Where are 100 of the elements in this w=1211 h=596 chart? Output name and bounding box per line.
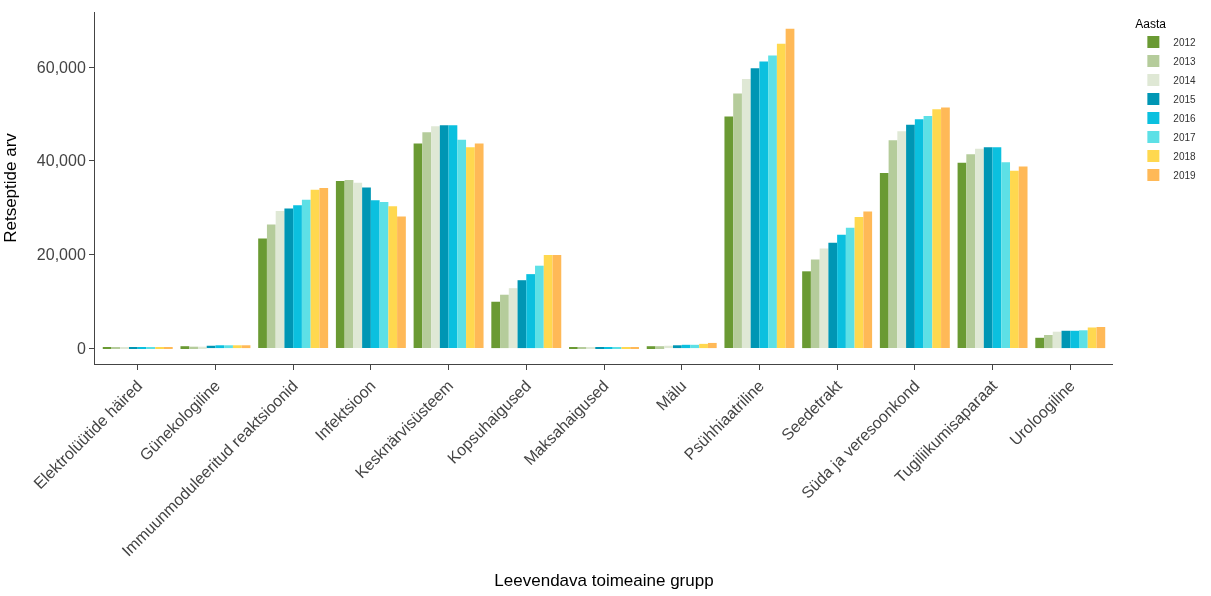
bar (837, 234, 846, 349)
bar (879, 173, 889, 349)
y-tick-label: 40,000 (36, 152, 86, 170)
bar (266, 224, 276, 349)
bar (888, 140, 898, 349)
y-tick-label: 20,000 (36, 246, 86, 264)
bar (275, 210, 285, 349)
bar (1018, 166, 1028, 349)
bar (845, 227, 855, 349)
bar (785, 28, 795, 349)
legend-label: 2018 (1173, 151, 1197, 162)
bar (923, 115, 933, 349)
bar (344, 180, 354, 349)
bar (759, 61, 769, 349)
legend-label: 2012 (1173, 37, 1197, 48)
legend-label: 2019 (1173, 170, 1197, 181)
bar (957, 162, 967, 349)
bar (319, 188, 329, 349)
bar (768, 55, 777, 349)
bar (1061, 330, 1071, 349)
bar (215, 345, 225, 349)
bar (491, 301, 501, 349)
bar (941, 107, 950, 349)
legend-label: 2013 (1173, 56, 1197, 67)
bar (431, 126, 440, 349)
bar (1044, 334, 1053, 349)
bar (776, 43, 786, 349)
bar (699, 343, 708, 349)
bar (750, 68, 760, 349)
bar (293, 205, 302, 349)
bar (388, 206, 398, 349)
bar (655, 346, 665, 349)
bar (224, 345, 233, 349)
bar (1079, 330, 1088, 349)
bar (802, 271, 811, 349)
y-axis-title: Retseptide arv (1, 132, 21, 243)
y-tick-label: 0 (76, 339, 86, 357)
bar (690, 344, 700, 349)
bar (508, 288, 518, 349)
bar (301, 199, 311, 349)
legend-title: Aasta (1135, 16, 1167, 31)
bar (733, 93, 742, 349)
bar (707, 342, 717, 349)
bar (362, 187, 371, 349)
legend-label: 2017 (1173, 132, 1197, 143)
bar (466, 147, 475, 349)
legend-label: 2016 (1173, 113, 1197, 124)
bar (552, 254, 562, 349)
bar (646, 346, 656, 349)
bar (232, 345, 242, 349)
bar (413, 143, 423, 349)
legend-label: 2015 (1173, 94, 1197, 105)
bar (854, 217, 864, 349)
bar (724, 116, 734, 349)
bar (448, 125, 458, 349)
bar (422, 132, 432, 349)
x-axis-title: Leevendava toimeaine grupp (494, 570, 714, 590)
bar (284, 208, 294, 349)
bar (379, 202, 389, 349)
bar (517, 280, 527, 349)
bar (526, 274, 536, 349)
bar (241, 345, 251, 349)
bar (1035, 337, 1045, 349)
bar (370, 200, 380, 349)
bar (992, 147, 1002, 349)
bar (180, 346, 190, 349)
bar (197, 346, 207, 349)
bar (353, 182, 363, 349)
bar (906, 124, 915, 349)
bar (1001, 162, 1011, 349)
bar (810, 259, 820, 349)
bar (863, 211, 873, 349)
bar (741, 78, 751, 349)
bar (500, 294, 509, 349)
bar (457, 139, 467, 349)
bar (975, 148, 984, 349)
bar (1070, 330, 1079, 349)
bar (1010, 170, 1019, 349)
bar (897, 131, 907, 349)
bar (474, 143, 484, 349)
bar (966, 154, 976, 349)
bar (1087, 327, 1097, 349)
bar (819, 248, 829, 349)
bar (672, 345, 682, 349)
legend-label: 2014 (1173, 75, 1197, 86)
bar (335, 180, 345, 349)
bar (397, 216, 406, 349)
bar (258, 238, 267, 349)
bar (1052, 331, 1062, 349)
bar (932, 109, 942, 349)
bar (1096, 327, 1106, 349)
y-tick-label: 60,000 (36, 58, 86, 76)
bar (914, 119, 924, 349)
bar (828, 242, 838, 349)
bar (189, 346, 198, 349)
bar (543, 254, 553, 349)
bar (983, 147, 993, 349)
bar (439, 125, 449, 349)
bar (310, 189, 320, 349)
bar (535, 265, 544, 349)
